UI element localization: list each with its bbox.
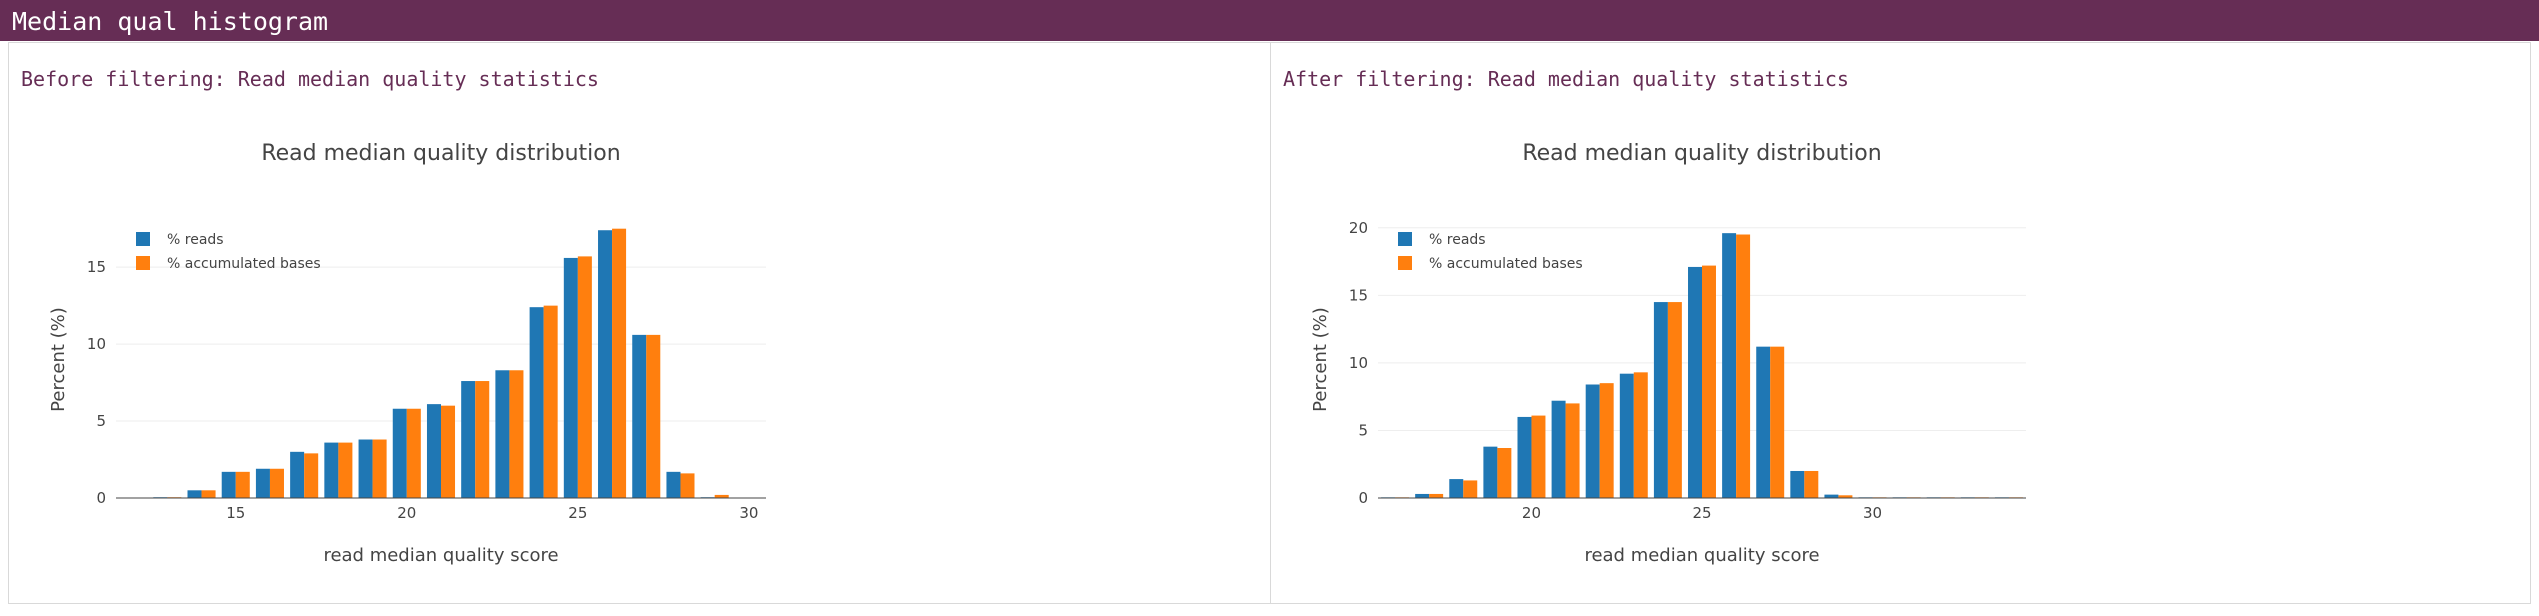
x-tick-label: 20	[397, 504, 416, 522]
panel-heading: After filtering: Read median quality sta…	[1283, 67, 1849, 91]
bar-bases[interactable]	[1565, 403, 1580, 498]
bar-bases[interactable]	[235, 471, 250, 498]
bar-reads[interactable]	[1517, 416, 1532, 498]
panel-after-filtering: After filtering: Read median quality sta…	[1270, 42, 2531, 604]
legend-label-reads[interactable]: % reads	[1429, 232, 1486, 248]
bar-bases[interactable]	[1599, 383, 1614, 498]
x-tick-label: 25	[568, 504, 587, 522]
x-tick-label: 20	[1522, 504, 1541, 522]
bar-reads[interactable]	[426, 404, 441, 498]
bar-reads[interactable]	[358, 439, 373, 498]
bar-reads[interactable]	[598, 230, 613, 499]
y-tick-label: 0	[1358, 489, 1368, 507]
legend[interactable]: % reads % accumulated bases	[136, 232, 321, 272]
y-tick-label: 5	[96, 412, 106, 430]
y-tick-label: 10	[1349, 354, 1368, 372]
x-tick-label: 25	[1692, 504, 1711, 522]
bar-reads[interactable]	[563, 257, 578, 498]
bar-reads[interactable]	[495, 370, 510, 498]
bar-bases[interactable]	[1667, 302, 1682, 498]
bar-reads[interactable]	[1619, 373, 1634, 498]
bar-bases[interactable]	[1702, 265, 1716, 498]
bar-reads[interactable]	[1722, 233, 1737, 498]
bar-bases[interactable]	[509, 370, 524, 498]
bar-bases[interactable]	[304, 453, 319, 498]
legend-swatch-bases[interactable]	[136, 256, 150, 270]
bar-reads[interactable]	[255, 468, 270, 498]
bar-reads[interactable]	[221, 471, 236, 498]
chart-after-filtering: 0 5 10 15 20 20 25 30 Read median quality dist…	[1310, 141, 2026, 566]
bar-reads[interactable]	[290, 451, 305, 498]
y-tick-label: 20	[1349, 219, 1368, 237]
bar-reads[interactable]	[1688, 266, 1702, 498]
chart-title: Read median quality distribution	[261, 141, 620, 166]
bar-reads[interactable]	[1551, 400, 1566, 498]
bar-bases[interactable]	[1804, 470, 1819, 498]
bar-reads[interactable]	[461, 381, 476, 498]
bar-bases[interactable]	[269, 468, 284, 498]
y-axis-title: Percent (%)	[48, 307, 69, 412]
bar-bases[interactable]	[646, 334, 661, 498]
bar-bases[interactable]	[577, 256, 592, 498]
bar-bases[interactable]	[201, 490, 216, 498]
bar-reads[interactable]	[1415, 493, 1430, 498]
bar-reads[interactable]	[1790, 470, 1805, 498]
y-axis-title: Percent (%)	[1310, 307, 1331, 412]
bar-bases[interactable]	[338, 442, 353, 498]
chart-title: Read median quality distribution	[1522, 141, 1881, 166]
bar-bases[interactable]	[680, 473, 695, 498]
x-tick-label: 30	[739, 504, 758, 522]
legend-label-bases[interactable]: % accumulated bases	[167, 256, 321, 272]
legend-swatch-reads[interactable]	[136, 232, 150, 246]
bar-reads[interactable]	[666, 471, 681, 498]
legend-label-reads[interactable]: % reads	[167, 232, 224, 248]
bar-bases[interactable]	[1770, 346, 1785, 498]
header-bar: Median qual histogram	[0, 0, 2539, 41]
bar-bases[interactable]	[475, 381, 490, 498]
bar-bases[interactable]	[1497, 448, 1512, 498]
bar-bases[interactable]	[1633, 372, 1648, 498]
panel-heading: Before filtering: Read median quality st…	[21, 67, 599, 91]
bar-reads[interactable]	[1653, 302, 1668, 498]
x-tick-label: 30	[1863, 504, 1882, 522]
bar-bases[interactable]	[1429, 493, 1444, 498]
bar-bases[interactable]	[406, 408, 421, 498]
legend-swatch-bases[interactable]	[1398, 256, 1412, 270]
page-title: Median qual histogram	[12, 7, 329, 36]
y-tick-label: 10	[87, 335, 106, 353]
x-axis-title: read median quality score	[1584, 545, 1819, 566]
bar-reads[interactable]	[1585, 384, 1600, 499]
bar-reads[interactable]	[392, 408, 407, 498]
bar-bases[interactable]	[543, 305, 558, 498]
bar-bases[interactable]	[612, 228, 627, 498]
y-tick-label: 0	[96, 489, 106, 507]
y-tick-label: 5	[1358, 421, 1368, 439]
chart-before-filtering: 0 5 10 15 15 20 25 30 Read median quality dist…	[48, 141, 766, 566]
bar-bases[interactable]	[714, 494, 729, 498]
bar-reads[interactable]	[1483, 446, 1498, 498]
bar-reads[interactable]	[1756, 346, 1771, 498]
legend-label-bases[interactable]: % accumulated bases	[1429, 256, 1583, 272]
bar-bases[interactable]	[1736, 234, 1751, 498]
bar-bases[interactable]	[1838, 495, 1853, 498]
bar-reads[interactable]	[324, 442, 339, 498]
bar-bases[interactable]	[1463, 480, 1478, 498]
bar-bases[interactable]	[1531, 415, 1546, 498]
panel-before-filtering: Before filtering: Read median quality st…	[8, 42, 1271, 604]
bar-bases[interactable]	[372, 439, 387, 498]
legend-swatch-reads[interactable]	[1398, 232, 1412, 246]
bar-reads[interactable]	[529, 307, 544, 498]
x-axis-title: read median quality score	[323, 545, 558, 566]
bar-bases[interactable]	[441, 405, 456, 498]
bar-reads[interactable]	[1824, 494, 1839, 498]
bar-reads[interactable]	[632, 334, 647, 498]
bar-reads[interactable]	[1449, 479, 1464, 498]
y-tick-label: 15	[87, 258, 106, 276]
bar-reads[interactable]	[187, 490, 202, 498]
legend[interactable]: % reads % accumulated bases	[1398, 232, 1583, 272]
y-tick-label: 15	[1349, 286, 1368, 304]
x-tick-label: 15	[226, 504, 245, 522]
